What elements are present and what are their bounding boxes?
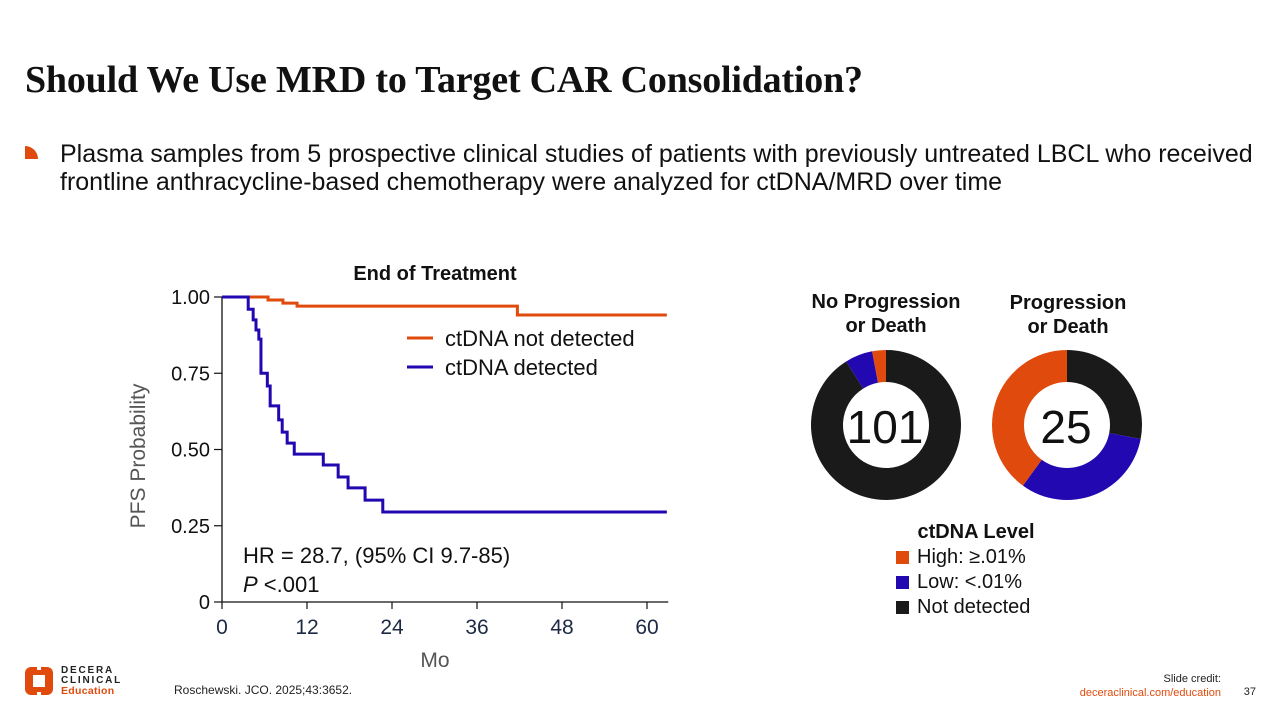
x-tick-label: 48 — [550, 616, 573, 639]
donut1-title-line2: or Death — [845, 315, 927, 337]
legend-item-low: Low: <.01% — [896, 570, 1056, 595]
km-series — [222, 295, 667, 514]
swatch-low-icon — [896, 576, 909, 589]
km-title: End of Treatment — [353, 263, 517, 285]
slide-credit: Slide credit: deceraclinical.com/educati… — [1080, 672, 1221, 700]
donut1-title: No Progression or Death — [796, 290, 976, 338]
x-tick-label: 60 — [635, 616, 658, 639]
legend-item-not-detected: Not detected — [896, 595, 1056, 620]
page-number: 37 — [1243, 686, 1256, 698]
legend-label-high: High: ≥.01% — [917, 546, 1026, 568]
y-tick-label: 0 — [199, 592, 210, 614]
donut-slice-not-detected — [1067, 350, 1142, 440]
p-value-annotation: P <.001 — [243, 572, 319, 597]
donut-slice-high — [992, 350, 1067, 486]
donut1-center-label: 101 — [847, 401, 924, 453]
km-axes: 0 0.25 0.50 0.75 1.00 0 12 24 36 48 60 — [171, 287, 669, 639]
donut-slice-high — [872, 350, 886, 383]
logo-text: DECERA CLINICAL Education — [61, 665, 123, 697]
credit-link[interactable]: deceraclinical.com/education — [1079, 687, 1221, 699]
donut-no-progression — [810, 350, 961, 501]
y-axis-label: PFS Probability — [127, 383, 150, 528]
donut-slice-low — [1022, 433, 1141, 500]
donut2-title-line1: Progression — [1009, 292, 1127, 314]
donut2-title: Progression or Death — [978, 291, 1158, 339]
y-tick-label: 0.50 — [171, 440, 210, 462]
credit-label: Slide credit: — [1163, 673, 1221, 685]
swatch-high-icon — [896, 551, 909, 564]
y-tick-label: 0.25 — [171, 516, 210, 538]
x-tick-label: 36 — [465, 616, 488, 639]
y-tick-label: 1.00 — [171, 287, 210, 309]
legend-label: ctDNA not detected — [445, 326, 635, 351]
x-axis-label: Mo — [420, 649, 449, 672]
hr-annotation: HR = 28.7, (95% CI 9.7-85) — [243, 543, 510, 568]
logo-line1: DECERA — [61, 665, 115, 676]
legend-label-low: Low: <.01% — [917, 571, 1023, 593]
ctdna-level-legend: ctDNA Level High: ≥.01% Low: <.01% Not d… — [896, 520, 1056, 620]
legend-label-not-detected: Not detected — [917, 596, 1031, 618]
donut1-title-line1: No Progression — [811, 291, 961, 313]
bullet-text: Plasma samples from 5 prospective clinic… — [60, 140, 1253, 196]
donut2-title-line2: or Death — [1027, 316, 1109, 338]
logo-line2: CLINICAL — [61, 675, 123, 686]
p-rest: <.001 — [258, 572, 320, 597]
x-tick-label: 24 — [380, 616, 404, 639]
donut-progression — [992, 350, 1142, 500]
km-line-ctdna-detected — [222, 295, 667, 514]
ctdna-legend-title: ctDNA Level — [917, 521, 1035, 543]
decera-logo-icon — [25, 667, 53, 695]
swatch-not-detected-icon — [896, 601, 909, 614]
citation: Roschewski. JCO. 2025;43:3652. — [174, 683, 353, 697]
legend-label: ctDNA detected — [445, 355, 598, 380]
legend-item-high: High: ≥.01% — [896, 545, 1056, 570]
donut2-center-label: 25 — [1040, 401, 1091, 453]
km-line-ctdna-not-detected — [222, 295, 667, 317]
y-tick-label: 0.75 — [171, 363, 210, 385]
p-italic: P — [243, 572, 258, 597]
donut-slice-not-detected — [810, 350, 961, 501]
km-legend: ctDNA not detected ctDNA detected — [407, 326, 635, 380]
x-tick-label: 0 — [216, 616, 228, 639]
donut-slice-low — [846, 351, 879, 389]
slide-title: Should We Use MRD to Target CAR Consolid… — [25, 59, 863, 101]
x-tick-label: 12 — [295, 616, 318, 639]
logo-line3: Education — [61, 685, 115, 697]
